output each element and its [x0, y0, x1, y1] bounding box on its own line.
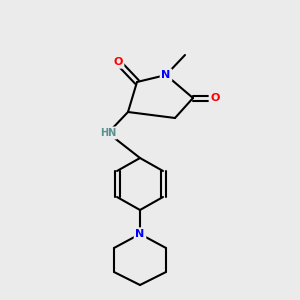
- Text: HN: HN: [100, 128, 116, 138]
- Text: N: N: [135, 229, 145, 239]
- Text: N: N: [161, 70, 171, 80]
- Text: O: O: [210, 93, 220, 103]
- Text: O: O: [113, 57, 123, 67]
